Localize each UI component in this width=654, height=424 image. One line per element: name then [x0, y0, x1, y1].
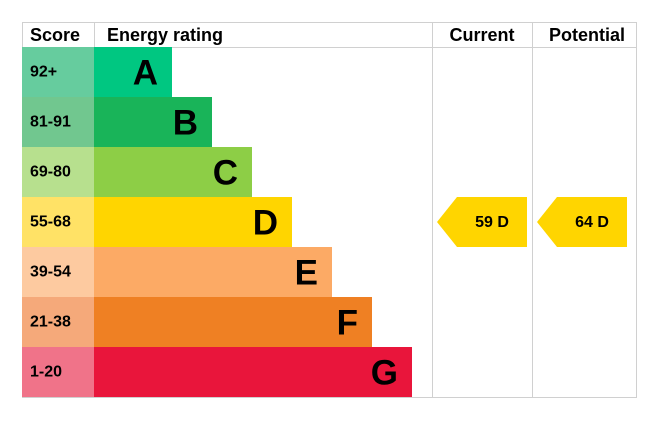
score-cell [22, 297, 94, 347]
score-range: 81-91 [30, 114, 71, 131]
score-range: 39-54 [30, 264, 71, 281]
score-cell [22, 147, 94, 197]
rating-bar [94, 147, 252, 197]
rating-bar [94, 247, 332, 297]
rating-letter: F [337, 304, 358, 343]
rating-bar [94, 297, 372, 347]
current-rating: D [497, 214, 509, 231]
rating-letter: E [295, 254, 318, 293]
rating-bar [94, 97, 212, 147]
score-cell [22, 97, 94, 147]
potential-arrow [537, 197, 627, 247]
rating-bar [94, 347, 412, 397]
rating-letter: B [173, 104, 198, 143]
score-range: 21-38 [30, 314, 71, 331]
header-potential: Potential [549, 25, 625, 45]
rating-bar [94, 47, 172, 97]
rating-letter: D [253, 204, 278, 243]
current-label: 59 D [475, 214, 509, 231]
header-energy-rating: Energy rating [107, 25, 223, 45]
score-cell [22, 247, 94, 297]
potential-rating: D [597, 214, 609, 231]
rating-letter: A [133, 54, 158, 93]
score-cell [22, 347, 94, 397]
header-score: Score [30, 25, 80, 45]
rating-bar [94, 197, 292, 247]
current-score: 59 [475, 214, 493, 231]
score-cell [22, 47, 94, 97]
rating-letter: G [371, 354, 398, 393]
score-range: 92+ [30, 64, 57, 81]
current-arrow [437, 197, 527, 247]
score-cell [22, 197, 94, 247]
header-current: Current [449, 25, 514, 45]
score-range: 55-68 [30, 214, 71, 231]
score-range: 1-20 [30, 364, 62, 381]
potential-label: 64 D [575, 214, 609, 231]
rating-letter: C [213, 154, 238, 193]
potential-score: 64 [575, 214, 593, 231]
score-range: 69-80 [30, 164, 71, 181]
